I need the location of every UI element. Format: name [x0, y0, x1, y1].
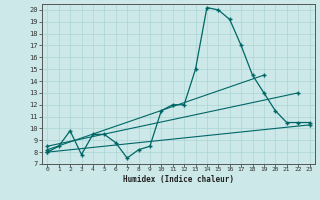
- X-axis label: Humidex (Indice chaleur): Humidex (Indice chaleur): [123, 175, 234, 184]
